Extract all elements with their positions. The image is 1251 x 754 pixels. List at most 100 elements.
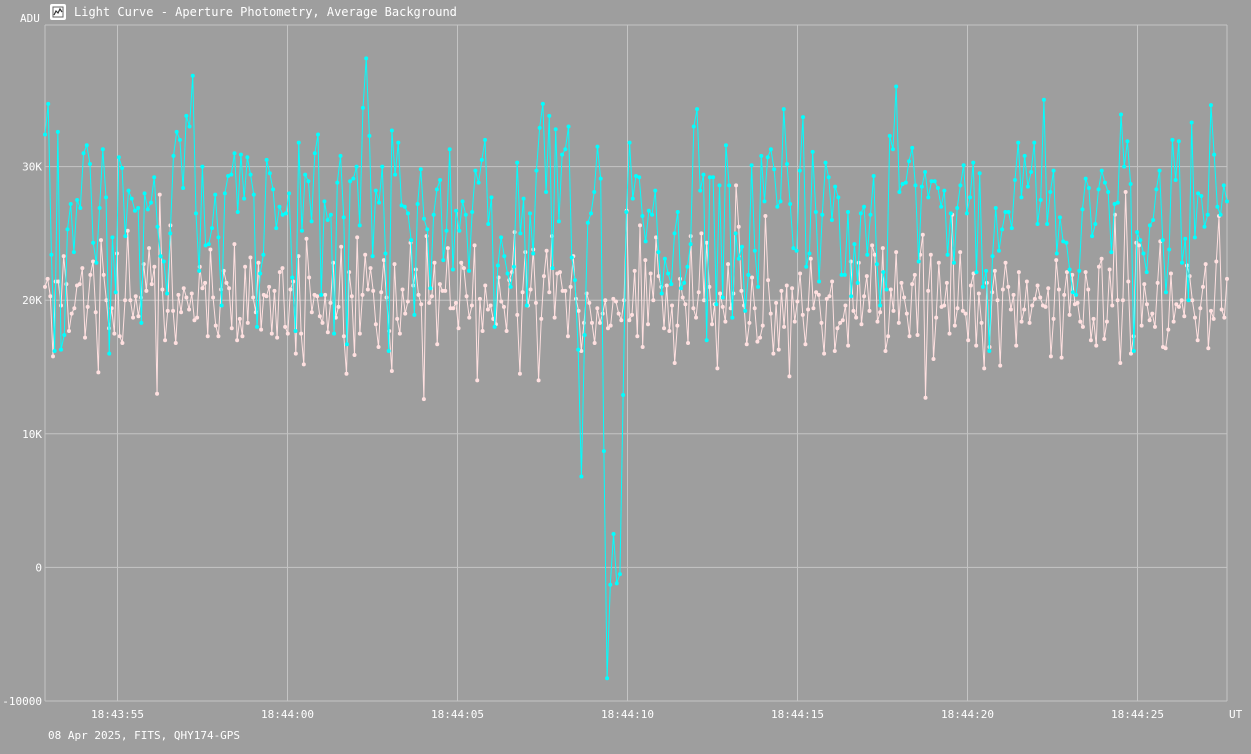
data-point: [960, 308, 965, 313]
data-point: [381, 258, 386, 263]
data-point: [280, 212, 285, 217]
data-point: [907, 334, 912, 339]
data-point: [1102, 180, 1107, 185]
data-point: [605, 676, 610, 681]
data-point: [501, 304, 506, 309]
data-point: [373, 188, 378, 193]
data-point: [678, 286, 683, 291]
data-point: [669, 282, 674, 287]
data-point: [1125, 139, 1130, 144]
data-point: [576, 308, 581, 313]
data-point: [664, 283, 669, 288]
data-point: [755, 339, 760, 344]
data-point: [816, 292, 821, 297]
data-point: [1000, 287, 1005, 292]
data-point: [798, 271, 803, 276]
data-point: [585, 220, 590, 225]
data-point: [1022, 307, 1027, 312]
data-point: [52, 348, 57, 353]
data-point: [614, 581, 619, 586]
data-point: [72, 306, 77, 311]
data-point: [650, 212, 655, 217]
data-point: [157, 192, 162, 197]
data-point: [184, 113, 189, 118]
data-point: [45, 276, 50, 281]
data-point: [528, 211, 533, 216]
data-point: [46, 101, 51, 106]
data-point: [238, 152, 243, 157]
data-point: [288, 287, 293, 292]
data-point: [61, 254, 66, 259]
data-point: [187, 307, 192, 312]
data-point: [1016, 140, 1021, 145]
data-point: [830, 279, 835, 284]
data-point: [429, 294, 434, 299]
data-point: [272, 288, 277, 293]
data-point: [287, 191, 292, 196]
data-point: [203, 243, 208, 248]
data-point: [855, 280, 860, 285]
chart-app-icon[interactable]: [50, 4, 66, 20]
data-point: [814, 290, 819, 295]
data-point: [852, 242, 857, 247]
data-point: [280, 266, 285, 271]
data-point: [817, 279, 822, 284]
data-point: [968, 283, 973, 288]
data-point: [832, 348, 837, 353]
data-point: [653, 188, 658, 193]
data-point: [515, 312, 520, 317]
data-point: [389, 369, 394, 374]
data-point: [605, 326, 610, 331]
data-point: [1187, 274, 1192, 279]
data-point: [884, 287, 889, 292]
data-point: [1186, 298, 1191, 303]
data-point: [547, 113, 552, 118]
data-point: [1147, 318, 1152, 323]
data-point: [1115, 200, 1120, 205]
data-point: [874, 262, 879, 267]
data-point: [1109, 250, 1114, 255]
data-point: [271, 187, 276, 192]
data-point: [144, 288, 149, 293]
data-point: [499, 235, 504, 240]
data-point: [101, 272, 106, 277]
data-point: [441, 258, 446, 263]
data-point: [1139, 323, 1144, 328]
data-point: [958, 250, 963, 255]
data-point: [569, 255, 574, 260]
data-point: [405, 299, 410, 304]
data-point: [504, 328, 509, 333]
data-point: [116, 155, 121, 160]
data-point: [1160, 238, 1165, 243]
data-point: [1003, 210, 1008, 215]
data-point: [1096, 264, 1101, 269]
data-point: [1080, 207, 1085, 212]
data-point: [1029, 169, 1034, 174]
data-point: [477, 296, 482, 301]
data-point: [97, 206, 102, 211]
data-point: [912, 272, 917, 277]
data-point: [587, 300, 592, 305]
data-point: [760, 323, 765, 328]
data-point: [48, 294, 53, 299]
data-point: [707, 284, 712, 289]
data-point: [699, 231, 704, 236]
data-point: [563, 288, 568, 293]
data-point: [1003, 260, 1008, 265]
data-point: [395, 316, 400, 321]
data-point: [1205, 212, 1210, 217]
data-point: [69, 311, 74, 316]
window-titlebar: Light Curve - Aperture Photometry, Avera…: [50, 3, 457, 21]
data-point: [870, 243, 875, 248]
data-point: [854, 315, 859, 320]
data-point: [1051, 168, 1056, 173]
data-point: [210, 226, 215, 231]
data-point: [966, 338, 971, 343]
data-point: [824, 296, 829, 301]
data-point: [662, 256, 667, 261]
data-point: [1163, 290, 1168, 295]
data-point: [887, 133, 892, 138]
data-point: [1090, 234, 1095, 239]
data-point: [774, 300, 779, 305]
